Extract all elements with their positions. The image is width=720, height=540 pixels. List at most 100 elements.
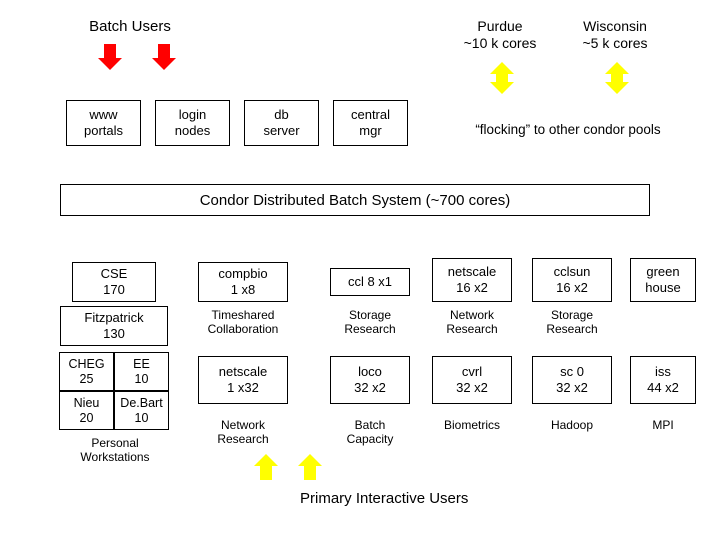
fitz-l2: 130 <box>103 326 125 342</box>
db-l2: server <box>263 123 299 139</box>
compbio-l1: compbio <box>218 266 267 282</box>
network-research-label-2: Network Research <box>198 418 288 447</box>
cse-l1: CSE <box>101 266 128 282</box>
sc0-l1: sc 0 <box>560 364 584 380</box>
cclsun-box: cclsun 16 x2 <box>532 258 612 302</box>
ns16-l1: netscale <box>448 264 496 280</box>
greenhouse-box: green house <box>630 258 696 302</box>
login-nodes-box: login nodes <box>155 100 230 146</box>
debart-l1: De.Bart <box>120 396 162 411</box>
nieu-l1: Nieu <box>74 396 100 411</box>
sc0-box: sc 0 32 x2 <box>532 356 612 404</box>
timeshared-label: Timeshared Collaboration <box>198 308 288 337</box>
storage-research-label-5: Storage Research <box>532 308 612 337</box>
ts-l1: Timeshared <box>212 308 275 322</box>
central-l2: mgr <box>359 123 381 139</box>
cheg-l1: CHEG <box>68 357 104 372</box>
primary-interactive-users-label: Primary Interactive Users <box>300 490 560 508</box>
netscale32-box: netscale 1 x32 <box>198 356 288 404</box>
ns16-l2: 16 x2 <box>456 280 488 296</box>
cse-box: CSE 170 <box>72 262 156 302</box>
purdue-name: Purdue <box>477 18 522 34</box>
cclsun-l1: cclsun <box>554 264 591 280</box>
wisconsin-name: Wisconsin <box>583 18 647 34</box>
wisconsin-arrow <box>605 62 629 94</box>
www-l1: www <box>89 107 117 123</box>
purdue-arrow <box>490 62 514 94</box>
pw-l2: Workstations <box>80 450 149 464</box>
pw-l1: Personal <box>91 436 138 450</box>
bc-l1: Batch <box>355 418 386 432</box>
cvrl-box: cvrl 32 x2 <box>432 356 512 404</box>
central-mgr-box: central mgr <box>333 100 408 146</box>
iss-l2: 44 x2 <box>647 380 679 396</box>
netscale16-box: netscale 16 x2 <box>432 258 512 302</box>
bc-l2: Capacity <box>347 432 394 446</box>
gh-l2: house <box>645 280 680 296</box>
fitz-l1: Fitzpatrick <box>84 310 143 326</box>
sr5-l2: Research <box>546 322 597 336</box>
sr5-l1: Storage <box>551 308 593 322</box>
login-l2: nodes <box>175 123 210 139</box>
gh-l1: green <box>646 264 679 280</box>
batch-users-label: Batch Users <box>70 18 190 36</box>
bottom-arrow-2 <box>298 454 322 480</box>
batch-arrow-2 <box>152 44 176 70</box>
sr3-l2: Research <box>344 322 395 336</box>
debart-box: De.Bart 10 <box>114 391 169 430</box>
flocking-label: “flocking” to other condor pools <box>438 122 698 138</box>
ns32-l1: netscale <box>219 364 267 380</box>
wisconsin-label: Wisconsin ~5 k cores <box>565 18 665 52</box>
biometrics-label: Biometrics <box>432 418 512 432</box>
ee-l2: 10 <box>135 372 149 387</box>
loco-box: loco 32 x2 <box>330 356 410 404</box>
compbio-box: compbio 1 x8 <box>198 262 288 302</box>
purdue-cores: ~10 k cores <box>464 35 537 51</box>
login-l1: login <box>179 107 206 123</box>
compbio-l2: 1 x8 <box>231 282 256 298</box>
cclsun-l2: 16 x2 <box>556 280 588 296</box>
ts-l2: Collaboration <box>208 322 279 336</box>
network-research-label-4: Network Research <box>432 308 512 337</box>
batch-capacity-label: Batch Capacity <box>330 418 410 447</box>
ccl-box: ccl 8 x1 <box>330 268 410 296</box>
storage-research-label-3: Storage Research <box>330 308 410 337</box>
cheg-l2: 25 <box>80 372 94 387</box>
condor-banner: Condor Distributed Batch System (~700 co… <box>60 184 650 216</box>
iss-box: iss 44 x2 <box>630 356 696 404</box>
hadoop-label: Hadoop <box>532 418 612 432</box>
nieu-box: Nieu 20 <box>59 391 114 430</box>
debart-l2: 10 <box>135 411 149 426</box>
www-l2: portals <box>84 123 123 139</box>
fitzpatrick-box: Fitzpatrick 130 <box>60 306 168 346</box>
ee-box: EE 10 <box>114 352 169 391</box>
ccl-text: ccl 8 x1 <box>348 274 392 290</box>
batch-arrow-1 <box>98 44 122 70</box>
cvrl-l1: cvrl <box>462 364 482 380</box>
db-server-box: db server <box>244 100 319 146</box>
central-l1: central <box>351 107 390 123</box>
personal-workstations-label: Personal Workstations <box>60 436 170 465</box>
www-portals-box: www portals <box>66 100 141 146</box>
nr4-l2: Research <box>446 322 497 336</box>
loco-l1: loco <box>358 364 382 380</box>
cse-l2: 170 <box>103 282 125 298</box>
loco-l2: 32 x2 <box>354 380 386 396</box>
cvrl-l2: 32 x2 <box>456 380 488 396</box>
sr3-l1: Storage <box>349 308 391 322</box>
nieu-l2: 20 <box>80 411 94 426</box>
ee-l1: EE <box>133 357 150 372</box>
ns32-l2: 1 x32 <box>227 380 259 396</box>
nr4-l1: Network <box>450 308 494 322</box>
nr2-l1: Network <box>221 418 265 432</box>
sc0-l2: 32 x2 <box>556 380 588 396</box>
iss-l1: iss <box>655 364 671 380</box>
nr2-l2: Research <box>217 432 268 446</box>
wisconsin-cores: ~5 k cores <box>583 35 648 51</box>
bottom-arrow-1 <box>254 454 278 480</box>
mpi-label: MPI <box>630 418 696 432</box>
cheg-box: CHEG 25 <box>59 352 114 391</box>
mini-grid: CHEG 25 EE 10 Nieu 20 De.Bart 10 <box>59 352 169 430</box>
db-l1: db <box>274 107 288 123</box>
purdue-label: Purdue ~10 k cores <box>450 18 550 52</box>
